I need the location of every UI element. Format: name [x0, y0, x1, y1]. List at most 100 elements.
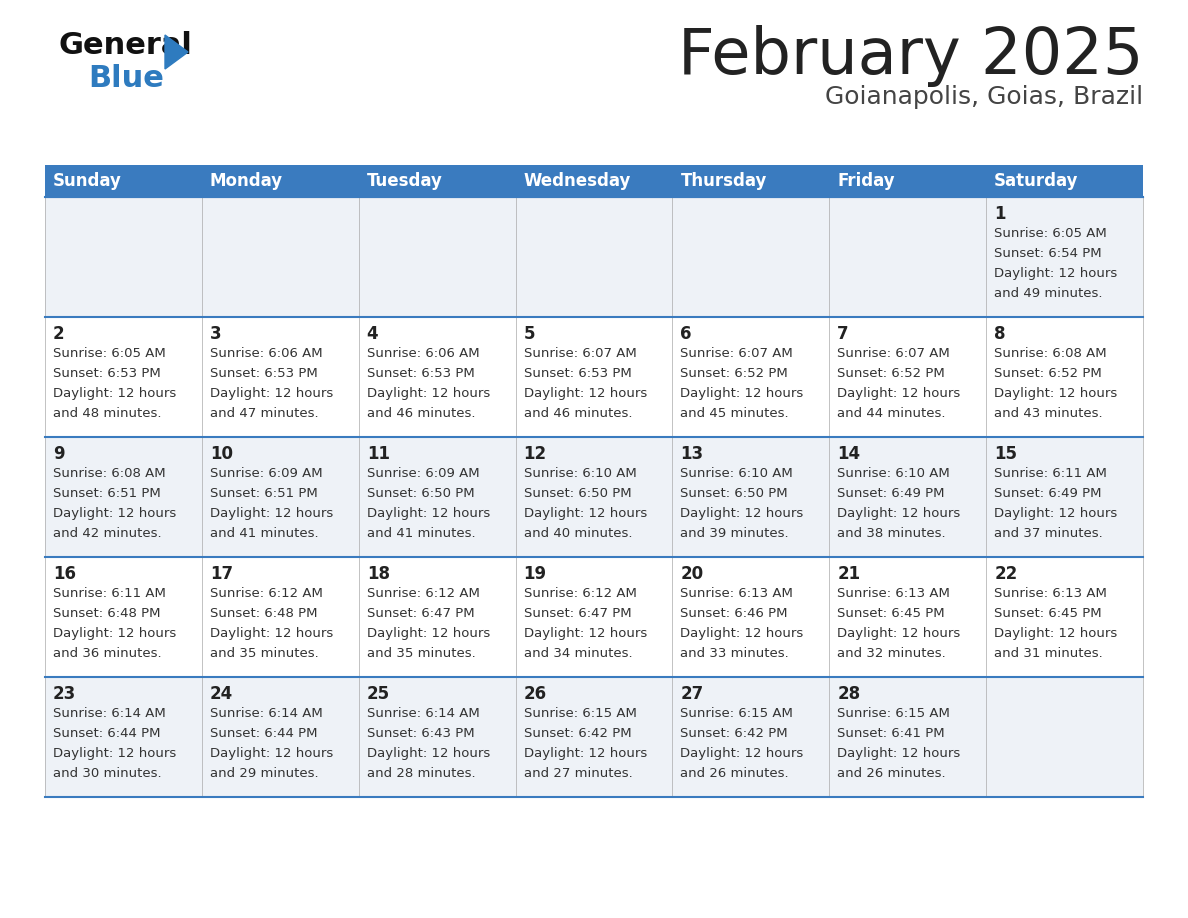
Text: Sunset: 6:48 PM: Sunset: 6:48 PM: [210, 607, 317, 620]
Bar: [829, 197, 986, 317]
Bar: [986, 557, 1143, 677]
Text: General: General: [58, 31, 192, 60]
Text: Daylight: 12 hours: Daylight: 12 hours: [210, 747, 333, 760]
Text: Sunset: 6:50 PM: Sunset: 6:50 PM: [681, 487, 788, 500]
Text: Sunrise: 6:05 AM: Sunrise: 6:05 AM: [994, 227, 1107, 240]
Bar: [45, 557, 202, 677]
Text: 23: 23: [53, 685, 76, 703]
Text: 4: 4: [367, 325, 378, 343]
Text: Sunset: 6:45 PM: Sunset: 6:45 PM: [994, 607, 1101, 620]
Text: Sunrise: 6:12 AM: Sunrise: 6:12 AM: [367, 587, 480, 600]
Text: 14: 14: [838, 445, 860, 463]
Text: and 32 minutes.: and 32 minutes.: [838, 647, 946, 660]
Text: Sunset: 6:49 PM: Sunset: 6:49 PM: [838, 487, 944, 500]
Text: 12: 12: [524, 445, 546, 463]
Text: Sunrise: 6:10 AM: Sunrise: 6:10 AM: [838, 467, 950, 480]
Bar: [202, 557, 359, 677]
Text: Daylight: 12 hours: Daylight: 12 hours: [994, 507, 1118, 520]
Text: 25: 25: [367, 685, 390, 703]
Text: Sunrise: 6:07 AM: Sunrise: 6:07 AM: [524, 347, 637, 360]
Text: Sunrise: 6:10 AM: Sunrise: 6:10 AM: [681, 467, 794, 480]
Bar: [45, 197, 202, 317]
Text: and 38 minutes.: and 38 minutes.: [838, 527, 946, 540]
Text: 20: 20: [681, 565, 703, 583]
Text: 5: 5: [524, 325, 535, 343]
Text: and 48 minutes.: and 48 minutes.: [53, 407, 162, 420]
Text: Daylight: 12 hours: Daylight: 12 hours: [838, 507, 961, 520]
Text: Sunset: 6:46 PM: Sunset: 6:46 PM: [681, 607, 788, 620]
Text: and 41 minutes.: and 41 minutes.: [367, 527, 475, 540]
Text: Sunset: 6:44 PM: Sunset: 6:44 PM: [53, 727, 160, 740]
Text: 3: 3: [210, 325, 221, 343]
Text: Sunrise: 6:06 AM: Sunrise: 6:06 AM: [210, 347, 322, 360]
Bar: [986, 677, 1143, 797]
Bar: [359, 677, 516, 797]
Text: Sunset: 6:52 PM: Sunset: 6:52 PM: [838, 367, 944, 380]
Text: Sunset: 6:52 PM: Sunset: 6:52 PM: [681, 367, 788, 380]
Text: Sunset: 6:41 PM: Sunset: 6:41 PM: [838, 727, 944, 740]
Bar: [986, 317, 1143, 437]
Text: 17: 17: [210, 565, 233, 583]
Text: 22: 22: [994, 565, 1017, 583]
Text: Daylight: 12 hours: Daylight: 12 hours: [838, 627, 961, 640]
Text: Sunrise: 6:09 AM: Sunrise: 6:09 AM: [210, 467, 322, 480]
Text: Sunset: 6:49 PM: Sunset: 6:49 PM: [994, 487, 1101, 500]
Text: 19: 19: [524, 565, 546, 583]
Text: Saturday: Saturday: [994, 172, 1079, 190]
Text: Sunrise: 6:07 AM: Sunrise: 6:07 AM: [681, 347, 794, 360]
Bar: [516, 677, 672, 797]
Text: 8: 8: [994, 325, 1006, 343]
Text: 11: 11: [367, 445, 390, 463]
Text: and 35 minutes.: and 35 minutes.: [210, 647, 318, 660]
Text: and 29 minutes.: and 29 minutes.: [210, 767, 318, 780]
Bar: [516, 437, 672, 557]
Text: Daylight: 12 hours: Daylight: 12 hours: [994, 387, 1118, 400]
Text: and 34 minutes.: and 34 minutes.: [524, 647, 632, 660]
Text: Sunrise: 6:10 AM: Sunrise: 6:10 AM: [524, 467, 637, 480]
Bar: [202, 437, 359, 557]
Text: Tuesday: Tuesday: [367, 172, 443, 190]
Text: Daylight: 12 hours: Daylight: 12 hours: [53, 627, 176, 640]
Text: 1: 1: [994, 205, 1006, 223]
Text: Sunset: 6:44 PM: Sunset: 6:44 PM: [210, 727, 317, 740]
Bar: [359, 557, 516, 677]
Text: Sunrise: 6:13 AM: Sunrise: 6:13 AM: [681, 587, 794, 600]
Text: Daylight: 12 hours: Daylight: 12 hours: [994, 627, 1118, 640]
Text: and 36 minutes.: and 36 minutes.: [53, 647, 162, 660]
Text: Daylight: 12 hours: Daylight: 12 hours: [53, 747, 176, 760]
Text: 28: 28: [838, 685, 860, 703]
Text: Sunrise: 6:08 AM: Sunrise: 6:08 AM: [994, 347, 1107, 360]
Text: 24: 24: [210, 685, 233, 703]
Text: Sunrise: 6:14 AM: Sunrise: 6:14 AM: [210, 707, 323, 720]
Bar: [45, 165, 1143, 197]
Bar: [45, 437, 202, 557]
Bar: [516, 557, 672, 677]
Text: Daylight: 12 hours: Daylight: 12 hours: [838, 387, 961, 400]
Text: and 45 minutes.: and 45 minutes.: [681, 407, 789, 420]
Text: Daylight: 12 hours: Daylight: 12 hours: [210, 627, 333, 640]
Bar: [672, 557, 829, 677]
Text: Thursday: Thursday: [681, 172, 766, 190]
Bar: [359, 437, 516, 557]
Text: and 27 minutes.: and 27 minutes.: [524, 767, 632, 780]
Text: Daylight: 12 hours: Daylight: 12 hours: [210, 387, 333, 400]
Text: and 44 minutes.: and 44 minutes.: [838, 407, 946, 420]
Text: Sunset: 6:52 PM: Sunset: 6:52 PM: [994, 367, 1102, 380]
Text: 21: 21: [838, 565, 860, 583]
Polygon shape: [165, 35, 188, 69]
Text: Daylight: 12 hours: Daylight: 12 hours: [367, 507, 489, 520]
Text: and 40 minutes.: and 40 minutes.: [524, 527, 632, 540]
Bar: [672, 317, 829, 437]
Text: Sunset: 6:45 PM: Sunset: 6:45 PM: [838, 607, 944, 620]
Text: Daylight: 12 hours: Daylight: 12 hours: [681, 387, 803, 400]
Text: Sunset: 6:51 PM: Sunset: 6:51 PM: [210, 487, 317, 500]
Text: Sunset: 6:42 PM: Sunset: 6:42 PM: [524, 727, 631, 740]
Text: Sunset: 6:51 PM: Sunset: 6:51 PM: [53, 487, 160, 500]
Text: Sunrise: 6:12 AM: Sunrise: 6:12 AM: [210, 587, 323, 600]
Text: Sunrise: 6:12 AM: Sunrise: 6:12 AM: [524, 587, 637, 600]
Text: Daylight: 12 hours: Daylight: 12 hours: [838, 747, 961, 760]
Text: Sunset: 6:50 PM: Sunset: 6:50 PM: [367, 487, 474, 500]
Text: Blue: Blue: [88, 64, 164, 93]
Text: 9: 9: [53, 445, 64, 463]
Text: Sunrise: 6:09 AM: Sunrise: 6:09 AM: [367, 467, 479, 480]
